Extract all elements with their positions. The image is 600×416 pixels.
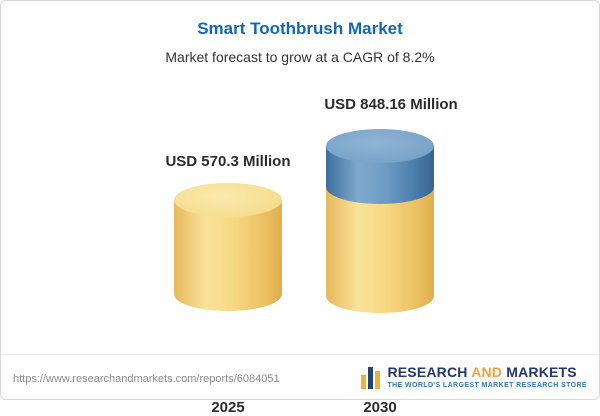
logo-bars-icon bbox=[361, 365, 381, 389]
value-label-2025: USD 570.3 Million bbox=[165, 153, 291, 170]
logo-tagline: THE WORLD'S LARGEST MARKET RESEARCH STOR… bbox=[387, 382, 587, 389]
report-url-link[interactable]: https://www.researchandmarkets.com/repor… bbox=[13, 373, 280, 385]
bar-2025-cylinder bbox=[174, 183, 282, 311]
page-subtitle: Market forecast to grow at a CAGR of 8.2… bbox=[165, 49, 435, 65]
logo-word-markets: MARKETS bbox=[506, 364, 577, 380]
bar-2030-base-segment bbox=[326, 187, 434, 313]
axis-label-2025: 2025 bbox=[211, 399, 245, 416]
research-and-markets-logo[interactable]: RESEARCH AND MARKETS THE WORLD'S LARGEST… bbox=[361, 364, 587, 389]
page-title: Smart Toothbrush Market bbox=[197, 19, 403, 38]
logo-wordmark: RESEARCH AND MARKETS bbox=[387, 364, 587, 380]
bar-2030-cylinder bbox=[326, 129, 434, 313]
bar-2030-top-ellipse bbox=[326, 129, 434, 163]
bar-2025-body bbox=[174, 200, 282, 311]
footer-divider bbox=[1, 354, 599, 355]
axis-label-2030: 2030 bbox=[363, 399, 397, 416]
logo-word-and: AND bbox=[471, 364, 503, 380]
bar-2025-top-ellipse bbox=[174, 183, 282, 217]
cylinder-chart: USD 570.3 Million USD 848.16 Million 202… bbox=[1, 81, 599, 416]
value-label-2030: USD 848.16 Million bbox=[324, 96, 458, 113]
logo-word-research: RESEARCH bbox=[387, 364, 468, 380]
logo-text: RESEARCH AND MARKETS THE WORLD'S LARGEST… bbox=[387, 364, 587, 389]
